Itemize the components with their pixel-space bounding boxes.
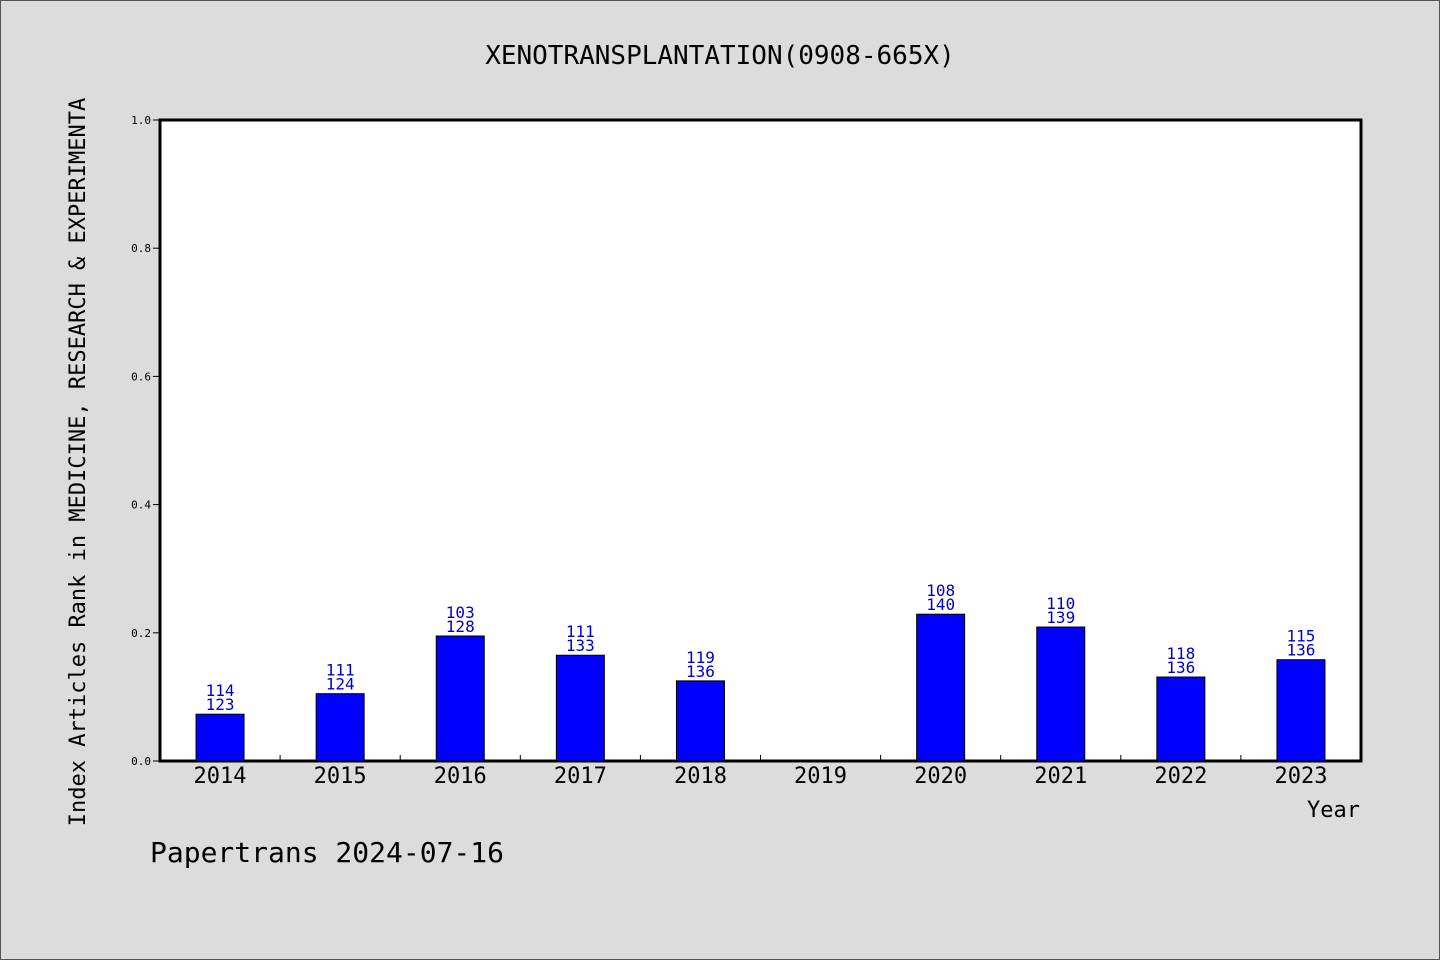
bar-total-label: 140 (926, 595, 955, 614)
bar-total-label: 136 (1166, 658, 1195, 677)
bar-rank-label: 114 (206, 681, 235, 700)
bar-total-label: 128 (446, 617, 475, 636)
bar-rank-label: 115 (1286, 627, 1315, 646)
bar (315, 693, 365, 762)
footer-credit: Papertrans 2024-07-16 (150, 836, 504, 869)
bar-rank-label: 103 (446, 603, 475, 622)
bar-total-label: 123 (206, 695, 235, 714)
x-tick-label: 2022 (1154, 764, 1207, 789)
bar-total-label: 139 (1046, 608, 1075, 627)
bar-rank-label: 119 (686, 648, 715, 667)
x-tick-label: 2016 (434, 764, 487, 789)
chart-title: XENOTRANSPLANTATION(0908-665X) (485, 41, 955, 71)
bar-rank-label: 108 (926, 581, 955, 600)
x-tick-label: 2015 (314, 764, 367, 789)
y-tick-label: 0.0 (131, 755, 151, 768)
y-tick-label: 0.6 (131, 370, 151, 383)
y-axis-label: Index Articles Rank in MEDICINE, RESEARC… (66, 98, 91, 826)
x-tick-label: 2018 (674, 764, 727, 789)
bar (435, 635, 485, 762)
bar-rank-label: 111 (326, 661, 355, 680)
bar (1276, 659, 1326, 762)
plot-area (158, 118, 1363, 763)
x-tick-label: 2021 (1034, 764, 1087, 789)
x-tick-label: 2014 (194, 764, 247, 789)
bar-rank-label: 118 (1166, 644, 1195, 663)
bars (195, 613, 1326, 762)
bar (1036, 626, 1086, 762)
bar (916, 613, 966, 762)
x-tick-label: 2017 (554, 764, 607, 789)
x-tick-label: 2020 (914, 764, 967, 789)
bar (195, 713, 245, 762)
bar-total-label: 136 (686, 662, 715, 681)
y-tick-label: 1.0 (131, 114, 151, 127)
bar (555, 654, 605, 762)
y-tick-label: 0.4 (131, 499, 151, 512)
x-tick-label: 2019 (794, 764, 847, 789)
bar-total-label: 133 (566, 636, 595, 655)
x-axis-label: Year (1307, 798, 1360, 823)
bar-total-label: 124 (326, 675, 355, 694)
y-tick-label: 0.2 (131, 627, 151, 640)
x-axis-ticks: 2014 2015 2016 2017 2018 2019 2020 2021 2022 2023 (194, 755, 1327, 789)
y-tick-label: 0.8 (131, 242, 151, 255)
x-tick-label: 2023 (1274, 764, 1327, 789)
bar-rank-label: 110 (1046, 594, 1075, 613)
bar-total-label: 136 (1286, 641, 1315, 660)
bar (675, 680, 725, 762)
bar (1156, 676, 1206, 762)
bar-rank-label: 111 (566, 622, 595, 641)
y-axis-ticks: 0.0 0.2 0.4 0.6 0.8 1.0 (131, 114, 160, 768)
